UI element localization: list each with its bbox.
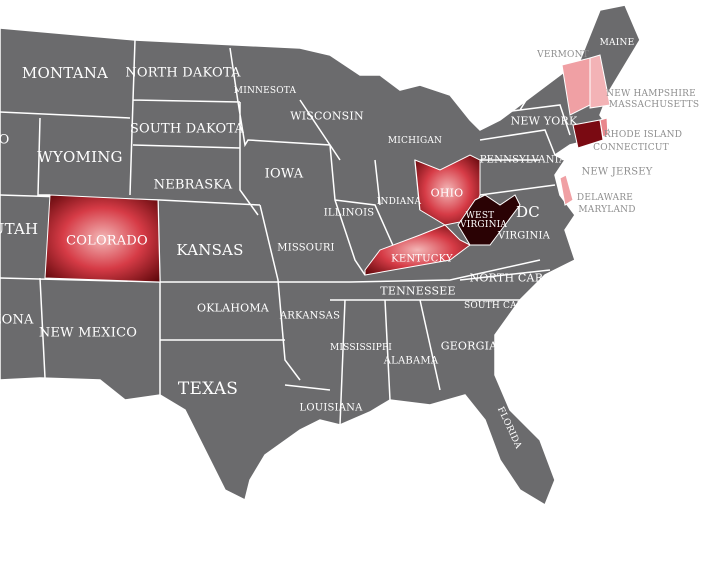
label-utah-partial: UTAH	[0, 220, 39, 238]
label-north-carolina: NORTH CAROLINA	[469, 271, 583, 285]
state-colorado[interactable]	[44, 194, 161, 283]
label-texas: TEXAS	[177, 379, 239, 399]
label-michigan: MICHIGAN	[387, 136, 443, 146]
state-delaware[interactable]	[559, 174, 574, 206]
state-connecticut[interactable]	[572, 119, 604, 149]
label-south-carolina: SOUTH CAROLINA	[463, 301, 557, 311]
label-georgia: GEORGIA	[440, 339, 498, 353]
label-nebraska: NEBRASKA	[153, 177, 233, 193]
label-iowa: IOWA	[264, 166, 304, 182]
label-colorado: COLORADO	[66, 233, 148, 249]
label-wisconsin: WISCONSIN	[290, 109, 364, 123]
label-connecticut: CONNECTICUT	[593, 143, 669, 153]
label-tennessee: TENNESSEE	[380, 284, 456, 298]
label-kentucky: KENTUCKY	[391, 253, 453, 265]
label-delaware: DELAWARE	[576, 193, 634, 203]
label-ohio: OHIO	[430, 186, 464, 200]
label-missouri: MISSOURI	[277, 242, 335, 254]
label-maine: MAINE	[599, 38, 635, 48]
label-pennsylvania: PENNSYLVANIA	[479, 154, 567, 166]
state-kentucky[interactable]	[364, 224, 471, 276]
label-dc: DC	[516, 203, 540, 221]
state-rhode-island[interactable]	[599, 117, 609, 138]
label-alabama: ALABAMA	[383, 355, 439, 367]
label-kansas: KANSAS	[176, 241, 244, 259]
label-mississippi: MISSISSIPPI	[329, 343, 393, 353]
label-rhode-island: RHODE ISLAND	[603, 130, 683, 140]
state-ohio[interactable]	[414, 154, 481, 226]
label-wyoming: WYOMING	[37, 148, 123, 166]
label-idaho-partial: O	[0, 132, 10, 148]
label-west-virginia: WEST VIRGINIA	[460, 211, 508, 230]
label-maryland: MARYLAND	[578, 205, 636, 215]
label-new-hampshire: NEW HAMPSHIRE	[606, 89, 696, 99]
label-illinois: ILLINOIS	[323, 207, 375, 219]
label-minnesota: MINNESOTA	[233, 86, 297, 96]
label-new-jersey: NEW JERSEY	[581, 166, 653, 178]
label-virginia: VIRGINIA	[497, 230, 551, 242]
label-south-dakota: SOUTH DAKOTA	[129, 121, 245, 137]
state-new-hampshire[interactable]	[589, 54, 611, 109]
label-massachusetts: MASSACHUSETTS	[608, 100, 700, 110]
state-west-virginia[interactable]	[457, 194, 521, 246]
label-oklahoma: OKLAHOMA	[197, 301, 269, 315]
label-new-mexico: NEW MEXICO	[38, 325, 138, 341]
highlighted-states	[44, 54, 611, 283]
label-indiana: INDIANA	[376, 197, 422, 207]
label-arkansas: ARKANSAS	[279, 310, 341, 322]
label-louisiana: LOUISIANA	[299, 402, 363, 414]
label-new-york: NEW YORK	[510, 114, 578, 128]
label-vermont: VERMONT	[537, 50, 589, 60]
label-north-dakota: NORTH DAKOTA	[125, 65, 241, 81]
label-arizona-partial: ZONA	[0, 312, 34, 328]
label-montana: MONTANA	[21, 64, 109, 82]
